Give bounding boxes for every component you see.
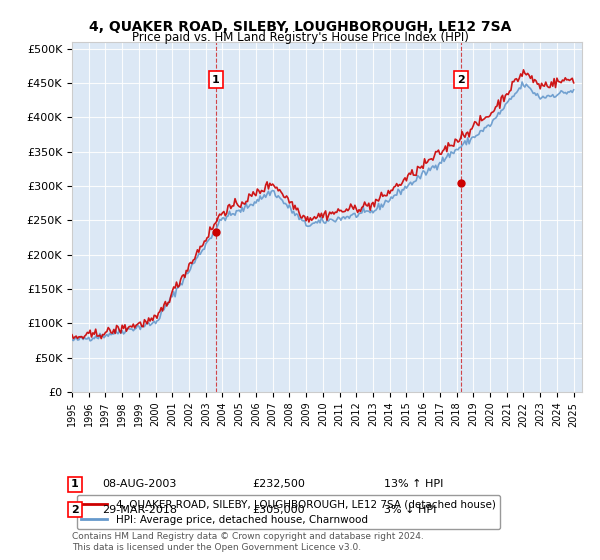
Text: £305,000: £305,000 [252,505,305,515]
Text: 29-MAR-2018: 29-MAR-2018 [102,505,177,515]
Text: 4, QUAKER ROAD, SILEBY, LOUGHBOROUGH, LE12 7SA: 4, QUAKER ROAD, SILEBY, LOUGHBOROUGH, LE… [89,20,511,34]
Text: 1: 1 [71,479,79,489]
Text: 1: 1 [212,74,220,85]
Text: 2: 2 [457,74,464,85]
Text: 2: 2 [71,505,79,515]
Text: £232,500: £232,500 [252,479,305,489]
Legend: 4, QUAKER ROAD, SILEBY, LOUGHBOROUGH, LE12 7SA (detached house), HPI: Average pr: 4, QUAKER ROAD, SILEBY, LOUGHBOROUGH, LE… [77,495,500,529]
Text: 08-AUG-2003: 08-AUG-2003 [102,479,176,489]
Text: 13% ↑ HPI: 13% ↑ HPI [384,479,443,489]
Text: 3% ↓ HPI: 3% ↓ HPI [384,505,436,515]
Text: Contains HM Land Registry data © Crown copyright and database right 2024.
This d: Contains HM Land Registry data © Crown c… [72,532,424,552]
Text: Price paid vs. HM Land Registry's House Price Index (HPI): Price paid vs. HM Land Registry's House … [131,31,469,44]
